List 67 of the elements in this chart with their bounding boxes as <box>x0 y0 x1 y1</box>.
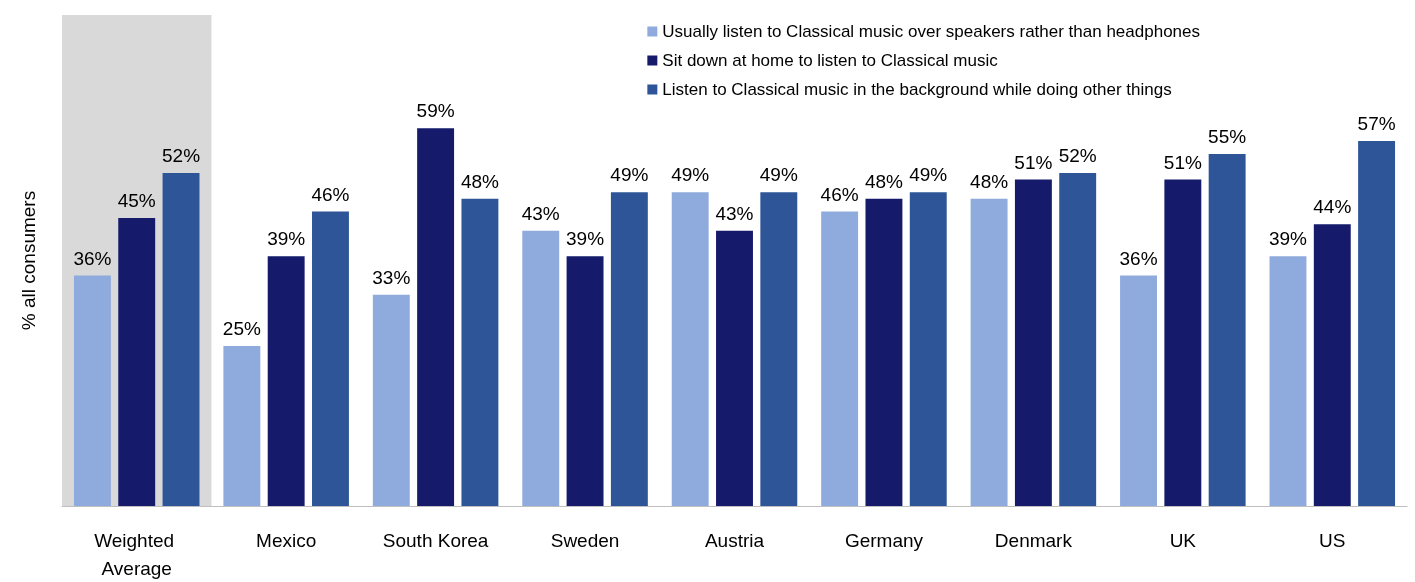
x-tick-label: Weighted Average <box>94 529 180 579</box>
x-tick-label: Austria <box>704 529 765 551</box>
bar <box>1358 141 1396 506</box>
data-label: 52% <box>1058 145 1097 167</box>
data-label: 46% <box>311 183 350 205</box>
data-label: 43% <box>715 202 754 224</box>
x-tick-label: Denmark <box>994 529 1073 551</box>
data-label: 49% <box>759 164 798 186</box>
y-axis-title: % all consumers <box>18 190 39 331</box>
data-label: 45% <box>117 189 156 211</box>
bar <box>118 217 156 506</box>
data-label: 36% <box>73 247 112 269</box>
legend-label: Usually listen to Classical music over speakers rather than headphones <box>662 22 1201 41</box>
bar <box>760 192 798 506</box>
legend-label: Sit down at home to listen to Classical music <box>662 51 999 70</box>
data-label: 46% <box>820 183 859 205</box>
data-label: 48% <box>970 170 1009 192</box>
x-tick-label: UK <box>1169 529 1197 551</box>
bar <box>461 198 499 506</box>
bar <box>522 230 560 506</box>
bar <box>1014 179 1052 506</box>
data-label: 25% <box>222 317 261 339</box>
data-label: 36% <box>1119 247 1158 269</box>
data-label: 44% <box>1313 196 1352 218</box>
bar <box>417 128 455 506</box>
bar <box>671 192 709 506</box>
bar <box>716 230 753 506</box>
x-tick-label: South Korea <box>382 529 489 551</box>
x-tick-label: Mexico <box>256 529 317 551</box>
bar <box>970 198 1008 506</box>
bar <box>909 192 947 506</box>
data-label: 59% <box>416 100 455 122</box>
bar <box>566 256 604 506</box>
bar <box>1269 256 1307 506</box>
bar <box>223 345 261 506</box>
bar <box>267 256 305 506</box>
data-label: 39% <box>267 228 306 250</box>
data-label: 48% <box>864 170 904 192</box>
data-label: 39% <box>1268 228 1308 250</box>
data-label: 57% <box>1357 113 1396 135</box>
bar <box>372 294 410 506</box>
bar <box>162 173 200 506</box>
data-label: 49% <box>671 164 710 186</box>
x-tick-label: US <box>1319 529 1346 551</box>
data-label: 33% <box>372 266 411 288</box>
data-label: 48% <box>460 170 500 192</box>
data-label: 43% <box>521 202 560 224</box>
bar <box>1313 224 1351 506</box>
x-tick-label: Sweden <box>550 529 620 551</box>
data-label: 39% <box>566 228 605 250</box>
bar <box>1059 173 1097 506</box>
bar <box>1208 153 1246 506</box>
bar <box>73 275 111 506</box>
data-label: 52% <box>162 145 201 167</box>
bar <box>865 198 903 506</box>
data-label: 49% <box>610 164 649 186</box>
data-label: 55% <box>1208 125 1247 147</box>
x-tick-label: Germany <box>844 529 924 551</box>
bar <box>821 211 859 506</box>
data-label: 49% <box>909 164 948 186</box>
data-label: 51% <box>1014 151 1053 173</box>
legend-label: Listen to Classical music in the background while doing other things <box>662 80 1172 99</box>
bar <box>610 192 648 506</box>
data-label: 51% <box>1163 151 1202 173</box>
bar <box>1164 179 1202 506</box>
bar <box>1120 275 1157 506</box>
bar <box>312 211 349 506</box>
